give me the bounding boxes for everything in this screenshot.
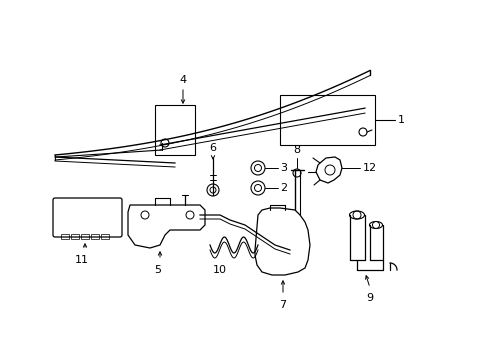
Text: 3: 3 — [280, 163, 286, 173]
Bar — [61, 234, 69, 239]
Text: 2: 2 — [280, 183, 286, 193]
Text: 7: 7 — [279, 300, 286, 310]
Bar — [155, 105, 195, 155]
Text: 10: 10 — [213, 265, 226, 275]
Text: 8: 8 — [293, 145, 300, 155]
Bar — [71, 234, 79, 239]
Bar — [101, 234, 109, 239]
Text: 11: 11 — [75, 255, 89, 265]
Bar — [280, 95, 374, 145]
Bar — [91, 234, 99, 239]
Text: 6: 6 — [209, 143, 216, 153]
Text: 4: 4 — [179, 75, 186, 85]
Text: 9: 9 — [366, 293, 373, 303]
Text: 5: 5 — [154, 265, 161, 275]
Text: 12: 12 — [362, 163, 376, 173]
Bar — [81, 234, 89, 239]
Text: 1: 1 — [397, 115, 404, 125]
